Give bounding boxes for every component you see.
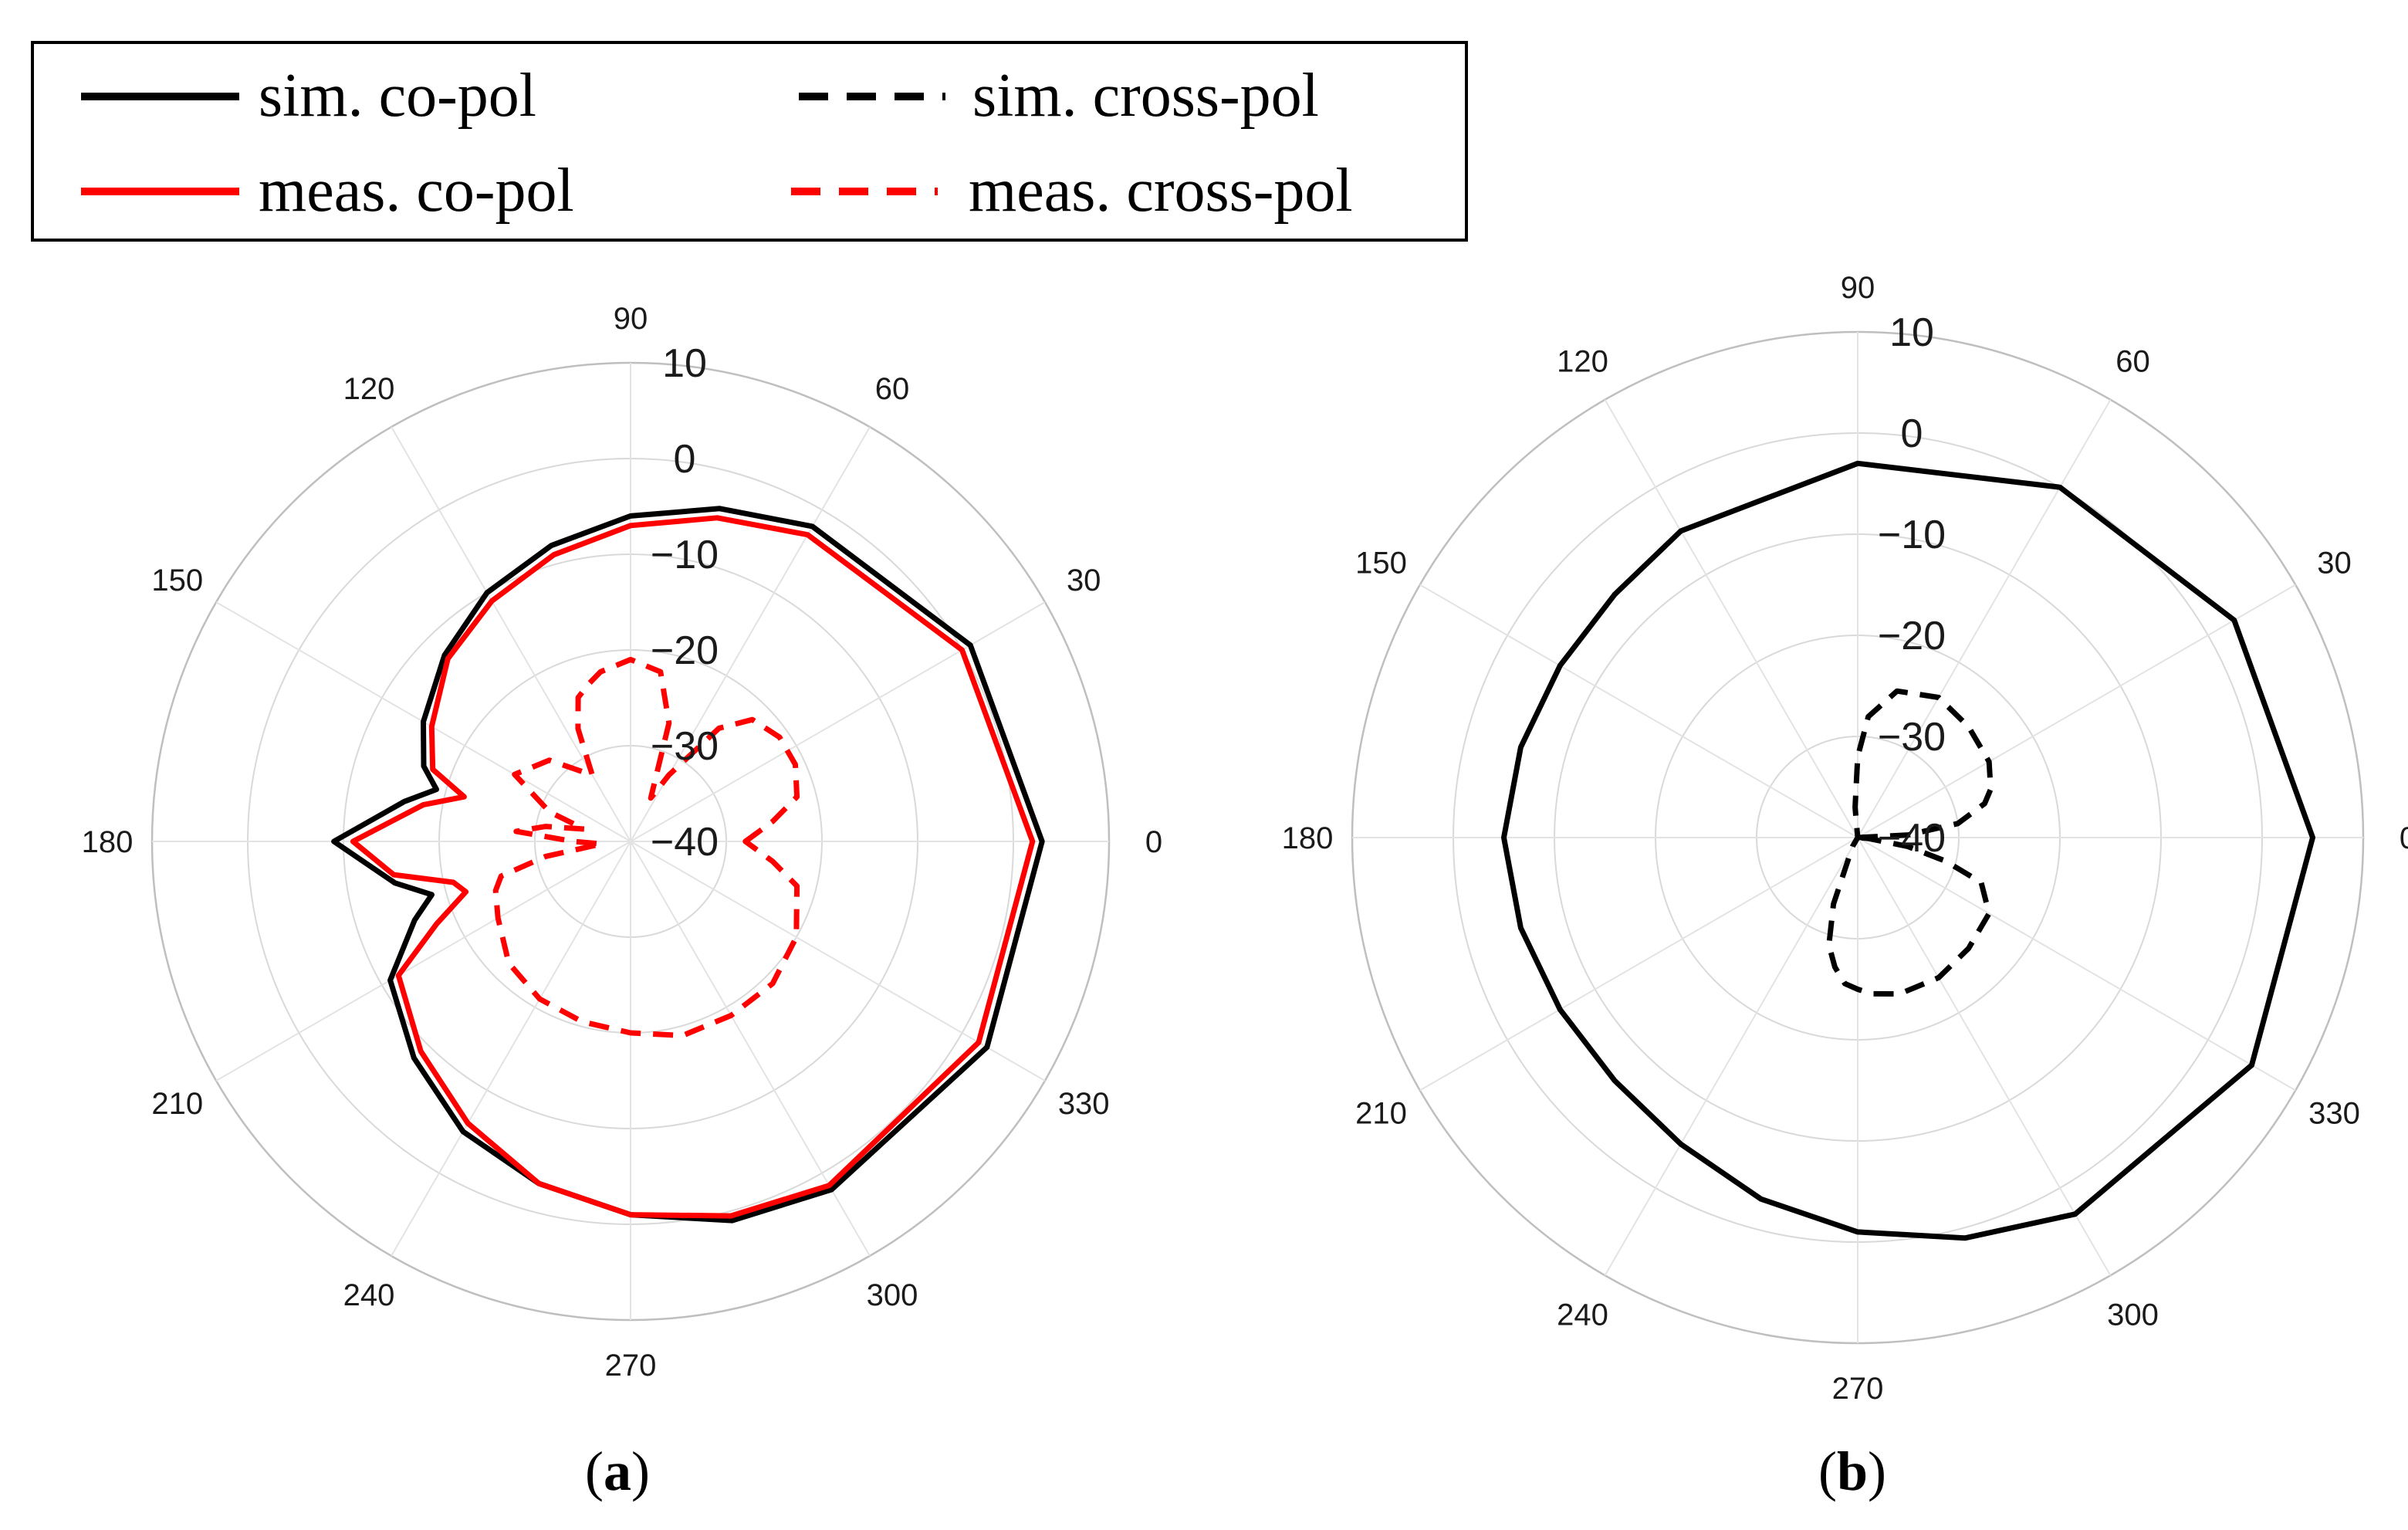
grid-spoke xyxy=(391,841,631,1257)
series-meas-co-pol xyxy=(350,515,1036,1219)
grid-spoke xyxy=(391,426,631,842)
angle-tick-label: 0 xyxy=(2400,821,2408,855)
radial-tick-label: −30 xyxy=(1878,715,1946,760)
angle-tick-label: 90 xyxy=(1841,271,1875,305)
angle-tick-label: 210 xyxy=(1355,1097,1407,1131)
grid-spoke xyxy=(215,841,631,1081)
radial-tick-label: −40 xyxy=(1878,816,1946,861)
radial-tick-label: −10 xyxy=(651,533,719,577)
angle-tick-label: 300 xyxy=(867,1278,918,1312)
series-sim-co-pol xyxy=(1501,460,2315,1241)
grid-spoke xyxy=(1857,399,2112,838)
legend-label-meas-co-pol: meas. co-pol xyxy=(259,157,574,225)
angle-tick-label: 150 xyxy=(1355,547,1407,581)
radial-tick-label: 10 xyxy=(1889,310,1934,355)
radial-tick-label: −20 xyxy=(1878,614,1946,658)
angle-tick-label: 330 xyxy=(2308,1097,2360,1131)
radial-tick-label: 10 xyxy=(662,341,707,386)
polar-chart-a: 0 30 60 90 120 150 180 210 240 270 300 330 10 0 −10 −20… xyxy=(82,302,1163,1383)
grid-spoke xyxy=(1857,837,2112,1276)
grid-spoke xyxy=(1857,837,2296,1092)
legend: sim. co-pol sim. cross-pol meas. co-pol … xyxy=(31,41,1468,242)
grid-spoke xyxy=(630,601,1046,842)
angle-tick-label: 240 xyxy=(1557,1298,1608,1332)
angle-tick-label: 0 xyxy=(1145,825,1162,859)
grid-spoke xyxy=(630,841,1046,1081)
angle-tick-label: 90 xyxy=(614,302,648,336)
angle-tick-label: 180 xyxy=(82,825,134,859)
angle-tick-label: 60 xyxy=(875,372,910,406)
series-meas-cross-pol xyxy=(492,656,800,1038)
panel-label-a: (a) xyxy=(585,1440,650,1502)
grid-spoke xyxy=(630,841,871,1257)
angle-tick-label: 150 xyxy=(151,564,203,597)
legend-label-sim-cross-pol: sim. cross-pol xyxy=(972,62,1319,130)
radial-tick-label: 0 xyxy=(674,437,696,482)
legend-label-meas-cross-pol: meas. cross-pol xyxy=(969,157,1353,225)
angle-tick-label: 30 xyxy=(1067,564,1101,597)
polar-chart-b: 0 30 60 90 120 150 180 210 240 270 300 330 10 0 −10 −20… xyxy=(1282,271,2408,1406)
legend-box xyxy=(31,41,1468,242)
radial-tick-label: −20 xyxy=(651,628,719,673)
angle-tick-label: 270 xyxy=(1832,1372,1884,1406)
angle-tick-label: 30 xyxy=(2317,547,2352,581)
angle-tick-label: 60 xyxy=(2115,345,2150,379)
angle-tick-label: 330 xyxy=(1058,1087,1110,1121)
angle-tick-label: 180 xyxy=(1282,821,1334,855)
series-sim-cross-pol xyxy=(1826,688,1994,997)
grid-spoke xyxy=(1419,837,1858,1092)
angle-tick-label: 210 xyxy=(151,1087,203,1121)
angle-tick-label: 240 xyxy=(343,1278,395,1312)
legend-label-sim-co-pol: sim. co-pol xyxy=(259,62,536,130)
grid-spoke xyxy=(1604,837,1858,1276)
radial-tick-label: −40 xyxy=(651,820,719,865)
angle-tick-label: 120 xyxy=(343,372,395,406)
angle-tick-label: 270 xyxy=(605,1349,657,1383)
grid-spoke xyxy=(1419,584,1858,838)
angle-tick-label: 300 xyxy=(2107,1298,2159,1332)
grid-spoke xyxy=(1857,584,2296,838)
grid-spoke xyxy=(1604,399,1858,838)
radial-tick-label: 0 xyxy=(1901,411,1923,456)
panel-label-b: (b) xyxy=(1818,1440,1886,1502)
radial-tick-label: −10 xyxy=(1878,513,1946,557)
angle-tick-label: 120 xyxy=(1557,345,1608,379)
radial-tick-label: −30 xyxy=(651,724,719,769)
